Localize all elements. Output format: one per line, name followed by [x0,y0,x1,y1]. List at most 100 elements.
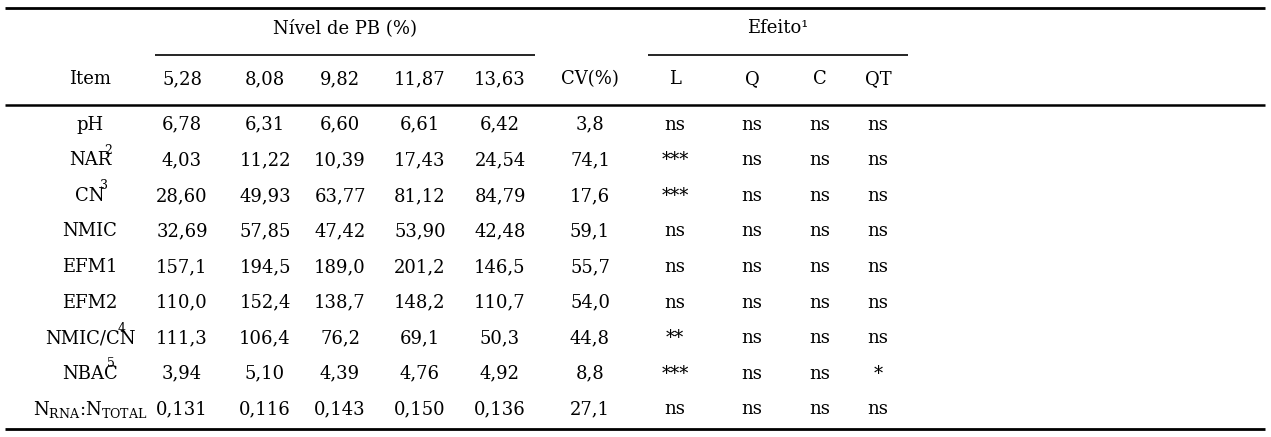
Text: QT: QT [864,70,891,88]
Text: 84,79: 84,79 [474,187,526,205]
Text: CN: CN [75,187,104,205]
Text: ns: ns [868,258,888,276]
Text: 3,8: 3,8 [576,116,605,134]
Text: 5,28: 5,28 [161,70,202,88]
Text: ns: ns [868,400,888,418]
Text: ns: ns [810,364,830,383]
Text: 111,3: 111,3 [156,329,208,347]
Text: L: L [669,70,681,88]
Text: 53,90: 53,90 [394,222,446,240]
Text: 3: 3 [100,180,108,192]
Text: ns: ns [741,116,763,134]
Text: ns: ns [665,222,685,240]
Text: ns: ns [810,329,830,347]
Text: 138,7: 138,7 [314,294,366,312]
Text: N$_{\mathregular{RNA}}$:N$_{\mathregular{TOTAL}}$: N$_{\mathregular{RNA}}$:N$_{\mathregular… [33,399,147,420]
Text: 59,1: 59,1 [569,222,610,240]
Text: ns: ns [810,294,830,312]
Text: ns: ns [810,222,830,240]
Text: ***: *** [661,151,689,169]
Text: ns: ns [741,151,763,169]
Text: 6,78: 6,78 [161,116,202,134]
Text: ns: ns [810,116,830,134]
Text: 27,1: 27,1 [569,400,610,418]
Text: 0,131: 0,131 [156,400,208,418]
Text: ns: ns [741,364,763,383]
Text: 5: 5 [107,357,116,370]
Text: 74,1: 74,1 [569,151,610,169]
Text: 194,5: 194,5 [239,258,291,276]
Text: 24,54: 24,54 [474,151,526,169]
Text: NMIC/CN: NMIC/CN [44,329,135,347]
Text: 57,85: 57,85 [239,222,291,240]
Text: 55,7: 55,7 [571,258,610,276]
Text: 6,60: 6,60 [320,116,360,134]
Text: NAR: NAR [69,151,111,169]
Text: 2: 2 [104,144,112,157]
Text: 8,8: 8,8 [576,364,605,383]
Text: 9,82: 9,82 [320,70,360,88]
Text: ns: ns [741,400,763,418]
Text: 0,116: 0,116 [239,400,291,418]
Text: 4: 4 [118,322,126,335]
Text: 4,03: 4,03 [161,151,202,169]
Text: ns: ns [810,187,830,205]
Text: ns: ns [665,294,685,312]
Text: 6,31: 6,31 [245,116,285,134]
Text: ns: ns [741,329,763,347]
Text: 13,63: 13,63 [474,70,526,88]
Text: 5,10: 5,10 [245,364,285,383]
Text: 11,87: 11,87 [394,70,446,88]
Text: C: C [813,70,827,88]
Text: EFM2: EFM2 [62,294,118,312]
Text: 17,6: 17,6 [569,187,610,205]
Text: 157,1: 157,1 [156,258,207,276]
Text: 6,42: 6,42 [480,116,520,134]
Text: NBAC: NBAC [62,364,118,383]
Text: ns: ns [868,151,888,169]
Text: NMIC: NMIC [62,222,117,240]
Text: 76,2: 76,2 [320,329,360,347]
Text: 17,43: 17,43 [394,151,446,169]
Text: 4,92: 4,92 [480,364,520,383]
Text: CV(%): CV(%) [561,70,619,88]
Text: 0,150: 0,150 [394,400,446,418]
Text: 49,93: 49,93 [239,187,291,205]
Text: ns: ns [810,151,830,169]
Text: 63,77: 63,77 [314,187,366,205]
Text: 44,8: 44,8 [569,329,610,347]
Text: 189,0: 189,0 [314,258,366,276]
Text: 3,94: 3,94 [161,364,202,383]
Text: 8,08: 8,08 [245,70,285,88]
Text: 106,4: 106,4 [239,329,291,347]
Text: 4,76: 4,76 [400,364,440,383]
Text: *: * [873,364,882,383]
Text: Efeito¹: Efeito¹ [747,19,808,37]
Text: ns: ns [868,187,888,205]
Text: ns: ns [665,258,685,276]
Text: 69,1: 69,1 [400,329,440,347]
Text: ns: ns [741,294,763,312]
Text: 201,2: 201,2 [394,258,446,276]
Text: ns: ns [741,222,763,240]
Text: ns: ns [810,258,830,276]
Text: 4,39: 4,39 [320,364,360,383]
Text: 81,12: 81,12 [394,187,446,205]
Text: **: ** [666,329,684,347]
Text: 148,2: 148,2 [394,294,446,312]
Text: 32,69: 32,69 [156,222,208,240]
Text: 0,136: 0,136 [474,400,526,418]
Text: 110,7: 110,7 [474,294,526,312]
Text: 110,0: 110,0 [156,294,208,312]
Text: ***: *** [661,187,689,205]
Text: EFM1: EFM1 [62,258,118,276]
Text: ns: ns [741,258,763,276]
Text: ns: ns [868,116,888,134]
Text: pH: pH [76,116,103,134]
Text: 146,5: 146,5 [474,258,526,276]
Text: 50,3: 50,3 [480,329,520,347]
Text: ns: ns [665,116,685,134]
Text: 11,22: 11,22 [239,151,291,169]
Text: 47,42: 47,42 [314,222,366,240]
Text: ns: ns [868,294,888,312]
